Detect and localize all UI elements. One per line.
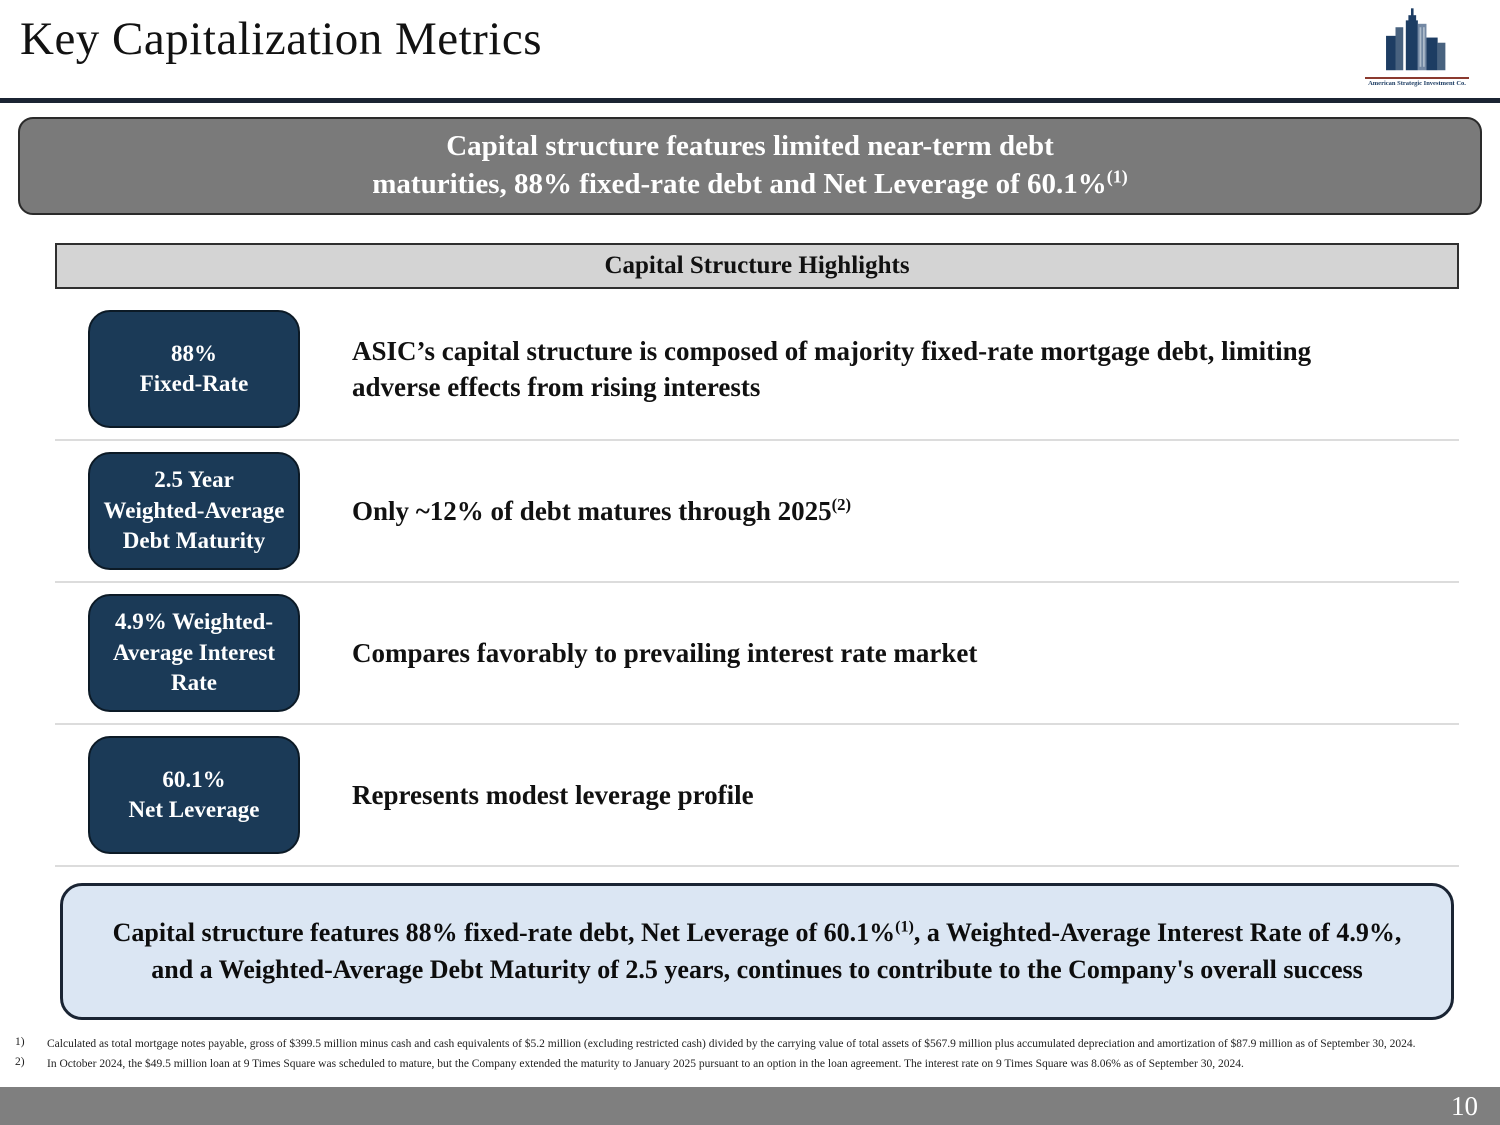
highlight-row-debt-maturity: 2.5 Year Weighted-Average Debt Maturity … (55, 441, 1459, 583)
footnote-1: 1) Calculated as total mortgage notes pa… (15, 1036, 1487, 1053)
company-logo: American Strategic Investment Co. (1365, 6, 1469, 98)
section-header-label: Capital Structure Highlights (604, 252, 910, 279)
page-number: 10 (1451, 1090, 1478, 1121)
footnote-text: In October 2024, the $49.5 million loan … (47, 1057, 1244, 1070)
metric-pill-debt-maturity: 2.5 Year Weighted-Average Debt Maturity (88, 452, 300, 570)
highlight-description: ASIC’s capital structure is composed of … (352, 335, 1312, 402)
footnote-number: 2) (15, 1055, 25, 1068)
summary-banner: Capital structure features limited near-… (18, 117, 1482, 215)
footer-bar: 10 (0, 1087, 1500, 1125)
summary-banner-text: Capital structure features limited near-… (372, 130, 1128, 200)
highlight-row-fixed-rate: 88% Fixed-Rate ASIC’s capital structure … (55, 299, 1459, 441)
logo-rule (1365, 77, 1469, 79)
highlight-row-net-leverage: 60.1% Net Leverage Represents modest lev… (55, 725, 1459, 867)
footnote-text: Calculated as total mortgage notes payab… (47, 1038, 1416, 1050)
logo-caption: American Strategic Investment Co. (1368, 80, 1466, 87)
summary-callout: Capital structure features 88% fixed-rat… (60, 883, 1454, 1020)
metric-pill-fixed-rate: 88% Fixed-Rate (88, 310, 300, 428)
footnote-2: 2) In October 2024, the $49.5 million lo… (15, 1056, 1487, 1073)
page-title: Key Capitalization Metrics (20, 13, 543, 65)
highlight-description: Only ~12% of debt matures through 2025(2… (352, 494, 852, 526)
metric-pill-interest-rate: 4.9% Weighted- Average Interest Rate (88, 594, 300, 712)
footnotes: 1) Calculated as total mortgage notes pa… (15, 1036, 1487, 1075)
section-header-capital-structure-highlights: Capital Structure Highlights (55, 243, 1459, 289)
highlight-description: Represents modest leverage profile (352, 779, 754, 810)
metric-pill-net-leverage: 60.1% Net Leverage (88, 736, 300, 854)
highlights-list: 88% Fixed-Rate ASIC’s capital structure … (55, 299, 1459, 867)
summary-callout-text: Capital structure features 88% fixed-rat… (112, 917, 1402, 984)
title-divider (0, 98, 1500, 103)
footnote-number: 1) (15, 1036, 25, 1048)
highlight-description: Compares favorably to prevailing interes… (352, 637, 978, 668)
skyline-logo-icon (1386, 8, 1446, 71)
highlight-row-interest-rate: 4.9% Weighted- Average Interest Rate Com… (55, 583, 1459, 725)
